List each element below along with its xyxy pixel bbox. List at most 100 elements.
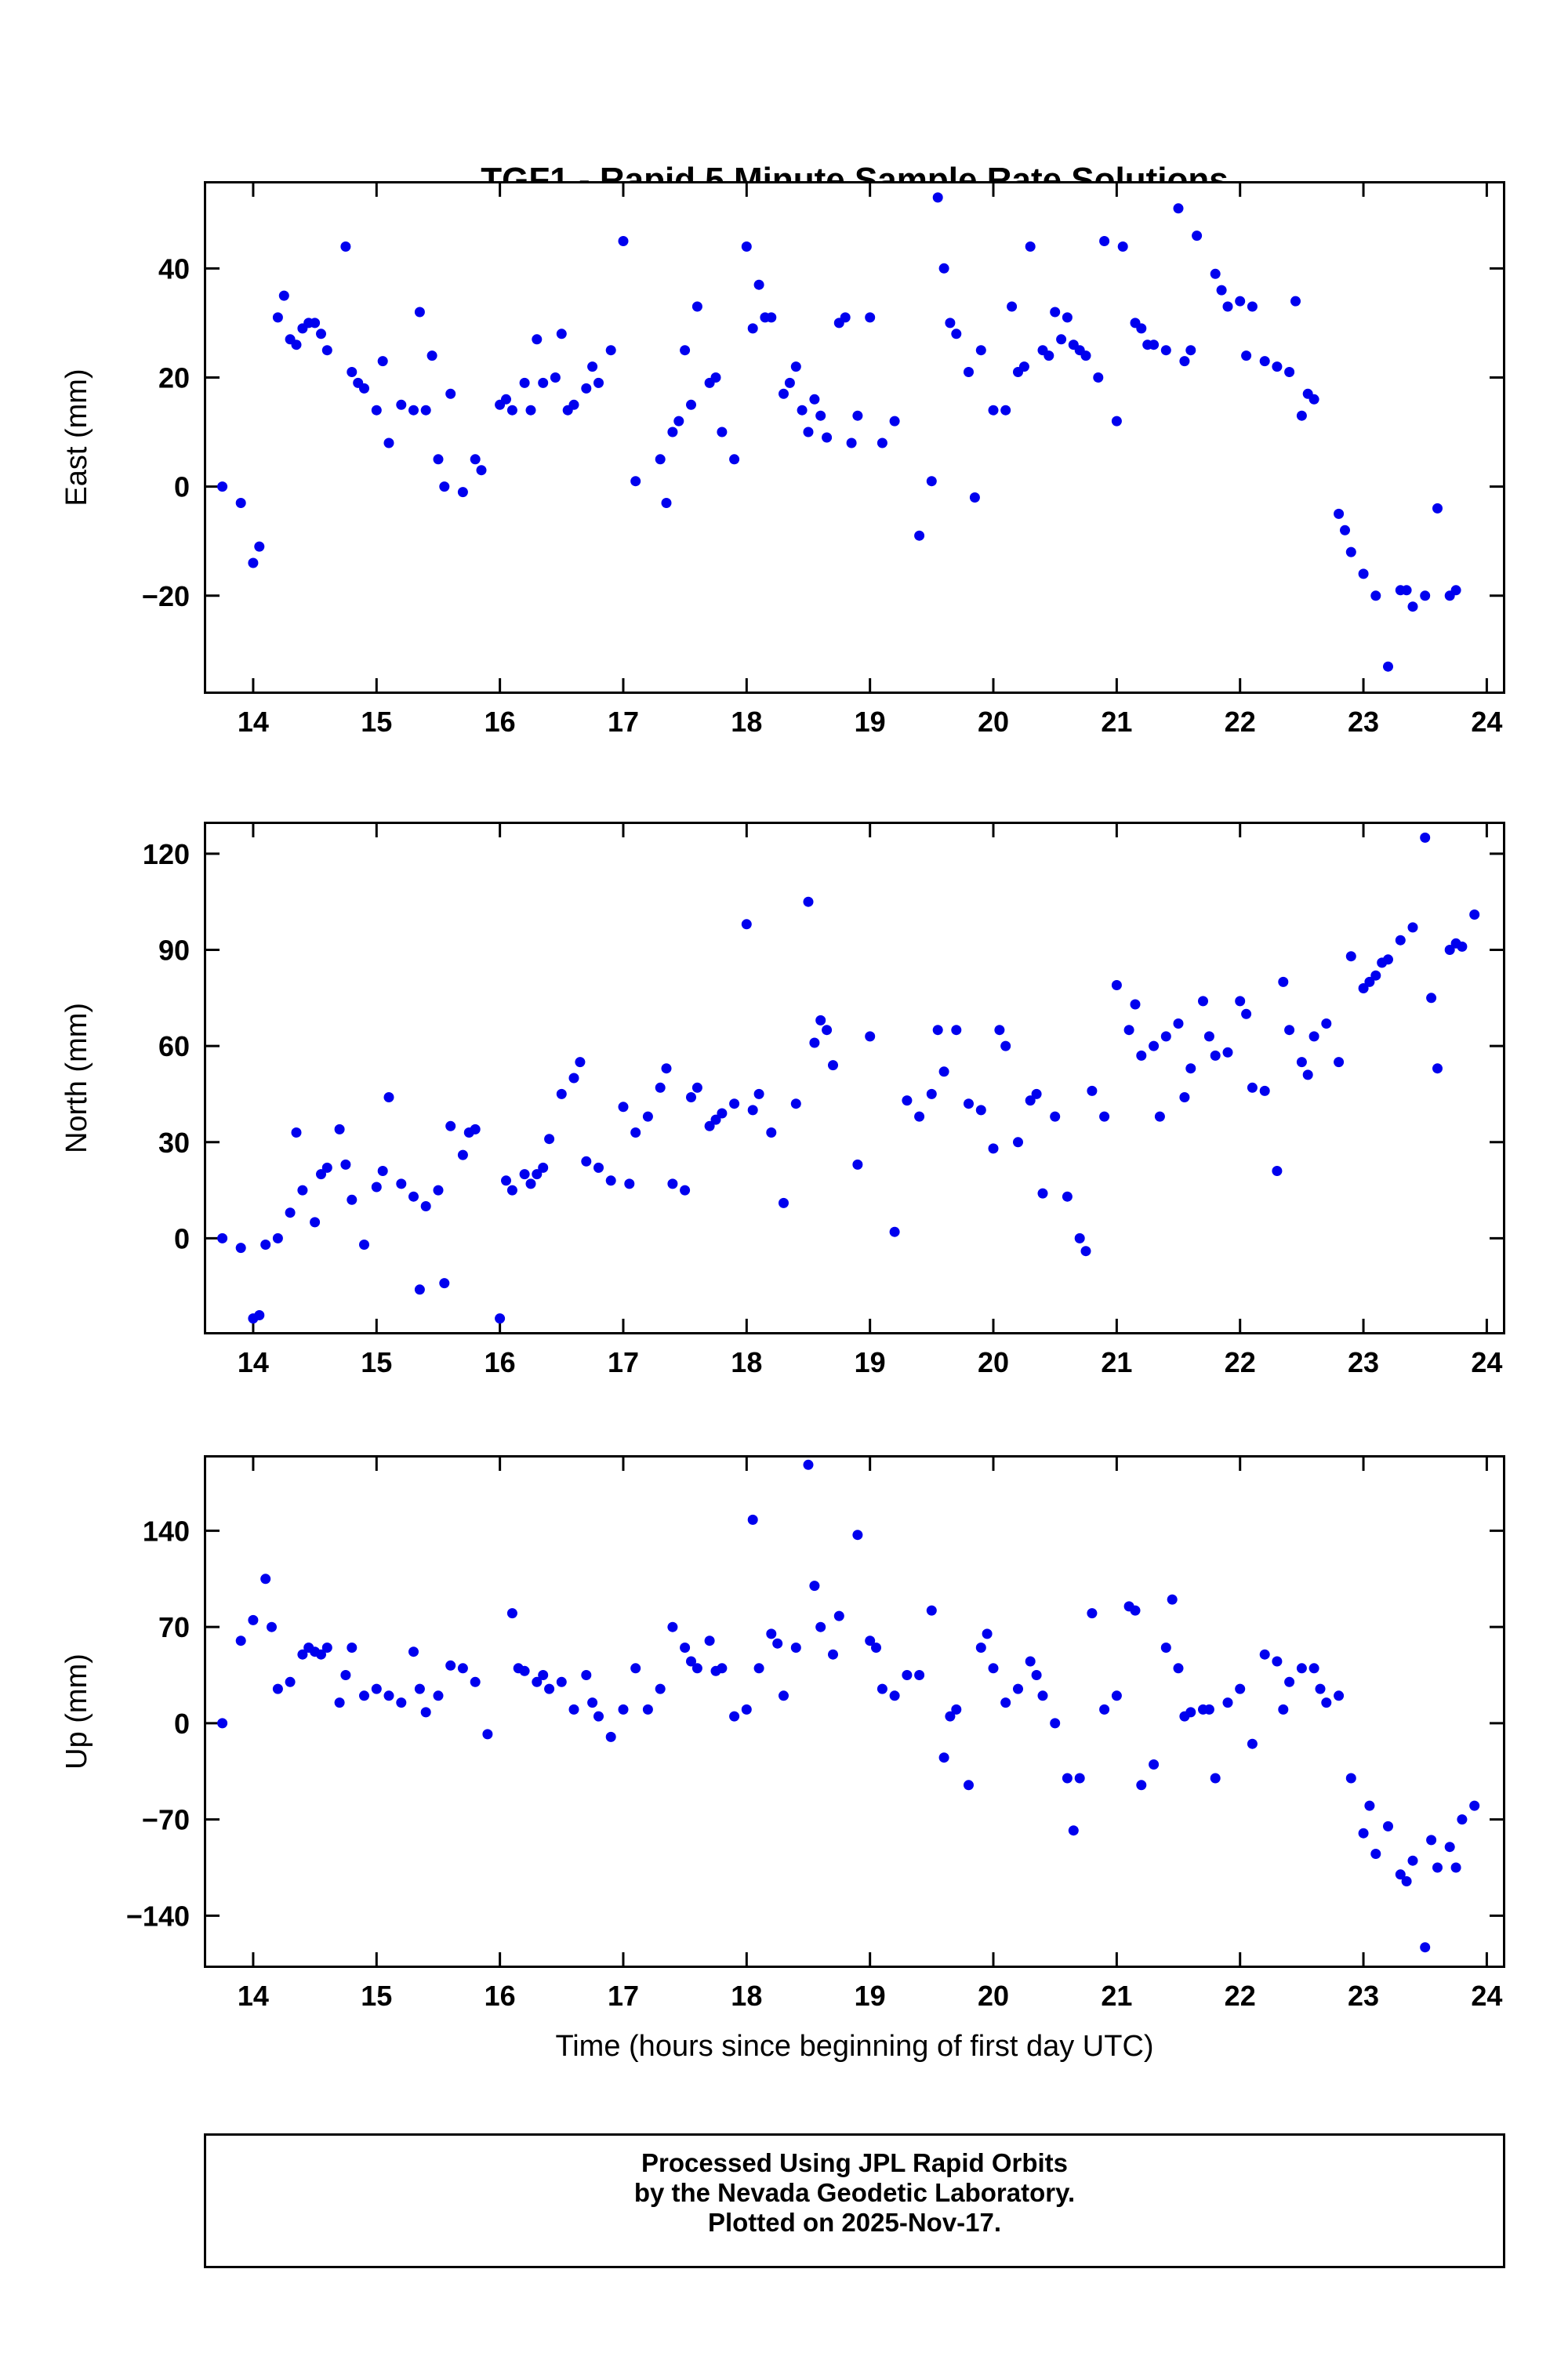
data-point [1407,922,1418,933]
data-point [1222,1047,1233,1058]
data-point [396,1178,407,1189]
data-point [667,427,678,437]
svg-text:17: 17 [608,706,639,738]
data-point [1241,350,1252,361]
data-point [470,1676,481,1687]
svg-text:0: 0 [174,471,190,503]
data-point [235,1635,246,1646]
data-point [680,345,691,356]
data-point [1444,945,1455,955]
data-point [1358,1828,1369,1839]
data-point [1272,361,1283,372]
data-point [1278,976,1289,987]
north-scatter-plot: 14 15 16 17 18 19 20 21 22 23 24 0 30 60 90 120 North (m… [60,822,1505,1378]
data-point [1074,1773,1085,1784]
svg-text:16: 16 [485,1346,516,1378]
data-point [938,1066,949,1077]
data-point [1068,1825,1079,1836]
data-point [914,1111,925,1122]
data-point [1370,590,1381,601]
svg-text:−20: −20 [142,580,190,612]
data-point [655,454,666,465]
data-point [445,388,456,399]
data-point [1025,1095,1036,1106]
data-point [809,1581,820,1592]
data-point [772,1638,783,1649]
data-point [217,1718,228,1729]
data-point [1198,996,1208,1007]
svg-text:70: 70 [158,1611,190,1643]
data-point [1432,1063,1443,1074]
data-point [852,410,863,421]
data-point [1216,285,1227,296]
data-point [556,1676,567,1687]
data-point [593,1711,604,1722]
data-point [347,1194,358,1205]
data-points [217,192,1461,672]
data-point [544,1683,555,1694]
data-point [951,1704,962,1715]
data-point [235,498,246,508]
data-point [1296,1057,1307,1068]
svg-text:22: 22 [1225,1980,1256,2012]
data-point [278,290,289,301]
data-point [1080,350,1091,361]
data-point [371,405,382,416]
data-point [1185,1063,1196,1074]
data-point [1136,1050,1147,1061]
data-point [975,345,986,356]
plot-frame [204,822,1505,1334]
data-point [1383,661,1393,672]
data-point [371,1182,382,1193]
svg-text:60: 60 [158,1030,190,1062]
data-point [729,1098,740,1109]
data-point [377,356,388,367]
svg-text:24: 24 [1471,1346,1502,1378]
data-point [822,1025,833,1036]
data-point [310,318,321,329]
data-point [581,1670,592,1680]
data-point [575,1057,586,1068]
data-point [1235,1683,1246,1694]
data-point [1149,339,1160,350]
data-point [618,1704,629,1715]
data-point [828,1649,838,1660]
svg-text:19: 19 [855,1980,886,2012]
data-point [1185,345,1196,356]
svg-text:15: 15 [361,706,392,738]
data-point [538,377,549,388]
svg-text:21: 21 [1101,1346,1132,1378]
y-axis-label: Up (mm) [60,1654,93,1770]
data-point [803,427,814,437]
data-point [1420,1942,1431,1953]
axis-ticks [206,1458,1503,1966]
svg-text:30: 30 [158,1127,190,1159]
data-point [556,1088,567,1099]
data-point [1037,1690,1048,1701]
data-point [1062,1773,1073,1784]
data-point [932,1025,943,1036]
data-point [964,1780,974,1791]
data-point [568,1073,579,1084]
data-point [371,1683,382,1694]
data-point [396,1697,407,1708]
data-point [691,301,702,312]
data-point [1364,976,1375,987]
data-point [1426,993,1437,1004]
data-point [975,1643,986,1653]
data-point [1087,1085,1098,1096]
data-point [1401,1876,1412,1886]
svg-text:14: 14 [238,1346,269,1378]
data-point [877,1683,887,1694]
svg-text:40: 40 [158,252,190,285]
y-tick-labels: −140 −70 0 70 140 [126,1515,190,1932]
data-point [260,1240,271,1250]
data-point [316,329,326,339]
data-point [865,312,876,323]
data-point [1370,970,1381,981]
data-point [248,1614,259,1625]
data-point [1203,1704,1214,1715]
data-point [1062,312,1073,323]
data-point [1111,980,1122,990]
data-point [1210,1773,1221,1784]
